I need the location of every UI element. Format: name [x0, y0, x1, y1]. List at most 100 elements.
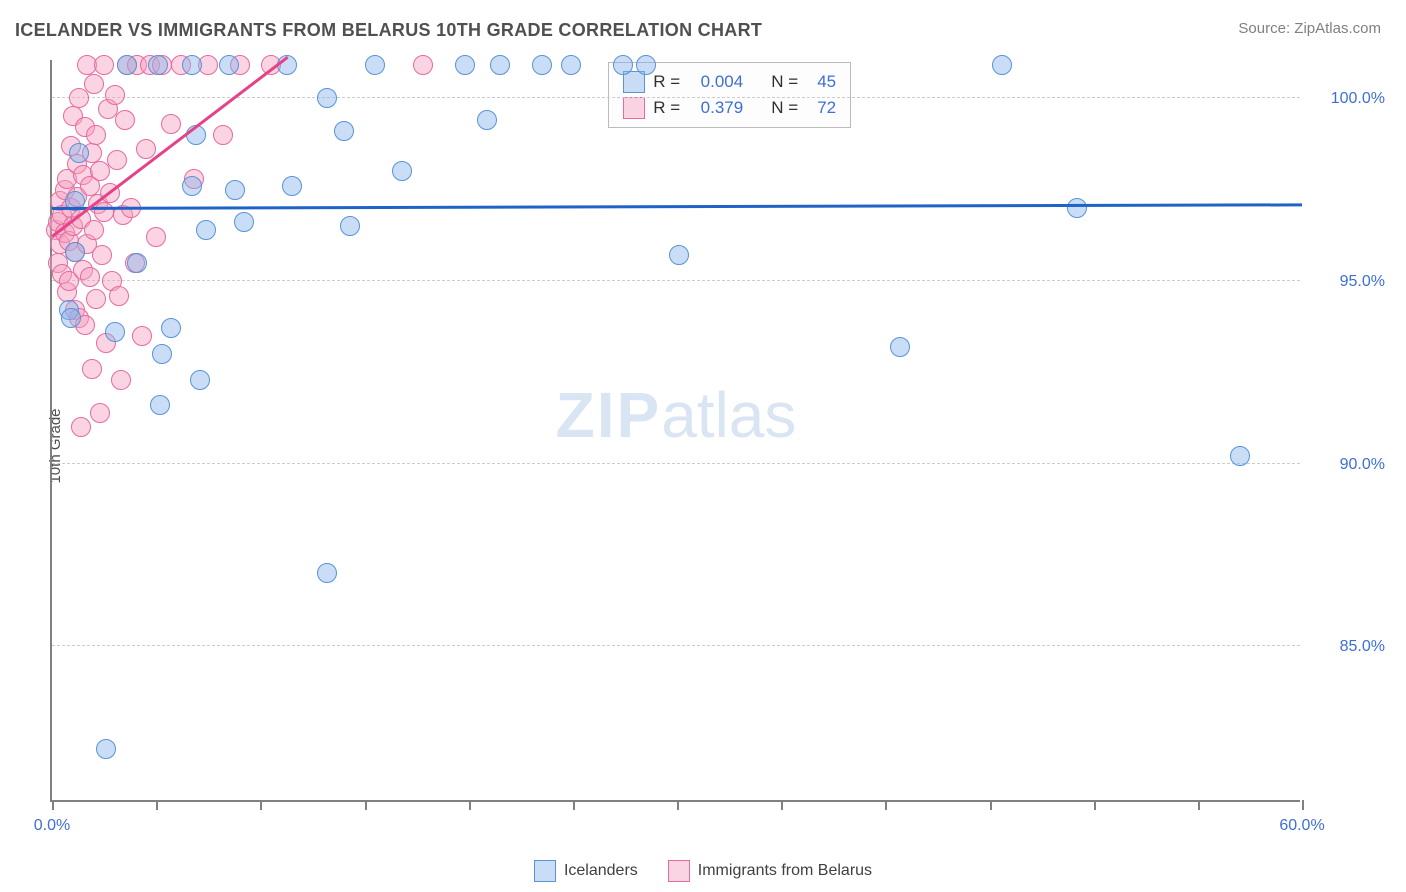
- data-point-icelanders: [117, 55, 137, 75]
- data-point-belarus: [105, 85, 125, 105]
- n-label: N =: [771, 72, 798, 92]
- swatch-icelanders: [534, 860, 556, 882]
- data-point-icelanders: [127, 253, 147, 273]
- data-point-icelanders: [365, 55, 385, 75]
- data-point-belarus: [71, 417, 91, 437]
- x-tick: [885, 800, 887, 810]
- data-point-icelanders: [1067, 198, 1087, 218]
- gridline-h: [52, 463, 1300, 464]
- source-attribution: Source: ZipAtlas.com: [1238, 20, 1381, 37]
- data-point-icelanders: [182, 176, 202, 196]
- data-point-belarus: [90, 403, 110, 423]
- data-point-belarus: [94, 55, 114, 75]
- data-point-icelanders: [219, 55, 239, 75]
- chart-title: ICELANDER VS IMMIGRANTS FROM BELARUS 10T…: [15, 20, 762, 41]
- data-point-belarus: [86, 289, 106, 309]
- x-tick: [365, 800, 367, 810]
- data-point-icelanders: [636, 55, 656, 75]
- data-point-icelanders: [455, 55, 475, 75]
- x-tick: [1302, 800, 1304, 810]
- watermark-light: atlas: [661, 379, 796, 451]
- data-point-belarus: [84, 74, 104, 94]
- data-point-belarus: [84, 220, 104, 240]
- data-point-icelanders: [317, 88, 337, 108]
- gridline-h: [52, 645, 1300, 646]
- r-value: 0.379: [688, 98, 743, 118]
- data-point-belarus: [111, 370, 131, 390]
- data-point-icelanders: [613, 55, 633, 75]
- data-point-icelanders: [340, 216, 360, 236]
- data-point-belarus: [413, 55, 433, 75]
- data-point-belarus: [80, 267, 100, 287]
- legend-item-icelanders: Icelanders: [534, 860, 638, 882]
- trendline-icelanders: [52, 204, 1302, 210]
- y-tick-label: 85.0%: [1340, 638, 1385, 656]
- x-tick-label: 60.0%: [1279, 817, 1324, 835]
- data-point-icelanders: [161, 318, 181, 338]
- data-point-icelanders: [196, 220, 216, 240]
- r-value: 0.004: [688, 72, 743, 92]
- x-tick: [990, 800, 992, 810]
- chart-container: ICELANDER VS IMMIGRANTS FROM BELARUS 10T…: [0, 0, 1406, 892]
- swatch-belarus: [623, 97, 645, 119]
- data-point-icelanders: [225, 180, 245, 200]
- data-point-icelanders: [992, 55, 1012, 75]
- x-tick: [156, 800, 158, 810]
- legend-bottom: Icelanders Immigrants from Belarus: [0, 860, 1406, 882]
- n-value: 72: [806, 98, 836, 118]
- legend-label-belarus: Immigrants from Belarus: [698, 862, 872, 880]
- data-point-belarus: [132, 326, 152, 346]
- y-tick-label: 95.0%: [1340, 273, 1385, 291]
- legend-stats-row-icelanders: R =0.004N =45: [623, 69, 836, 95]
- swatch-belarus: [668, 860, 690, 882]
- data-point-icelanders: [96, 739, 116, 759]
- data-point-belarus: [146, 227, 166, 247]
- data-point-icelanders: [190, 370, 210, 390]
- n-label: N =: [771, 98, 798, 118]
- data-point-icelanders: [392, 161, 412, 181]
- x-tick: [573, 800, 575, 810]
- gridline-h: [52, 280, 1300, 281]
- x-tick: [1198, 800, 1200, 810]
- watermark-bold: ZIP: [556, 379, 662, 451]
- x-tick: [781, 800, 783, 810]
- r-label: R =: [653, 98, 680, 118]
- data-point-belarus: [107, 150, 127, 170]
- data-point-icelanders: [477, 110, 497, 130]
- source-prefix: Source:: [1238, 20, 1294, 37]
- data-point-icelanders: [890, 337, 910, 357]
- data-point-belarus: [92, 245, 112, 265]
- data-point-icelanders: [105, 322, 125, 342]
- plot-area: ZIPatlas R =0.004N =45R =0.379N =72 85.0…: [50, 60, 1300, 802]
- data-point-icelanders: [1230, 446, 1250, 466]
- data-point-icelanders: [532, 55, 552, 75]
- legend-stats-row-belarus: R = 0.379 N = 72: [623, 95, 836, 121]
- data-point-belarus: [69, 88, 89, 108]
- data-point-icelanders: [317, 563, 337, 583]
- data-point-belarus: [86, 125, 106, 145]
- r-label: R =: [653, 72, 680, 92]
- data-point-belarus: [161, 114, 181, 134]
- data-point-belarus: [115, 110, 135, 130]
- data-point-icelanders: [150, 395, 170, 415]
- data-point-belarus: [82, 359, 102, 379]
- data-point-belarus: [213, 125, 233, 145]
- x-tick: [52, 800, 54, 810]
- y-tick-label: 90.0%: [1340, 456, 1385, 474]
- x-tick: [260, 800, 262, 810]
- watermark: ZIPatlas: [556, 378, 797, 452]
- data-point-icelanders: [65, 242, 85, 262]
- data-point-icelanders: [61, 308, 81, 328]
- data-point-icelanders: [148, 55, 168, 75]
- data-point-icelanders: [490, 55, 510, 75]
- data-point-belarus: [94, 202, 114, 222]
- y-tick-label: 100.0%: [1331, 90, 1385, 108]
- data-point-icelanders: [561, 55, 581, 75]
- data-point-icelanders: [69, 143, 89, 163]
- gridline-h: [52, 97, 1300, 98]
- legend-item-belarus: Immigrants from Belarus: [668, 860, 872, 882]
- x-tick-label: 0.0%: [34, 817, 70, 835]
- source-name: ZipAtlas.com: [1294, 20, 1381, 37]
- data-point-icelanders: [669, 245, 689, 265]
- data-point-belarus: [109, 286, 129, 306]
